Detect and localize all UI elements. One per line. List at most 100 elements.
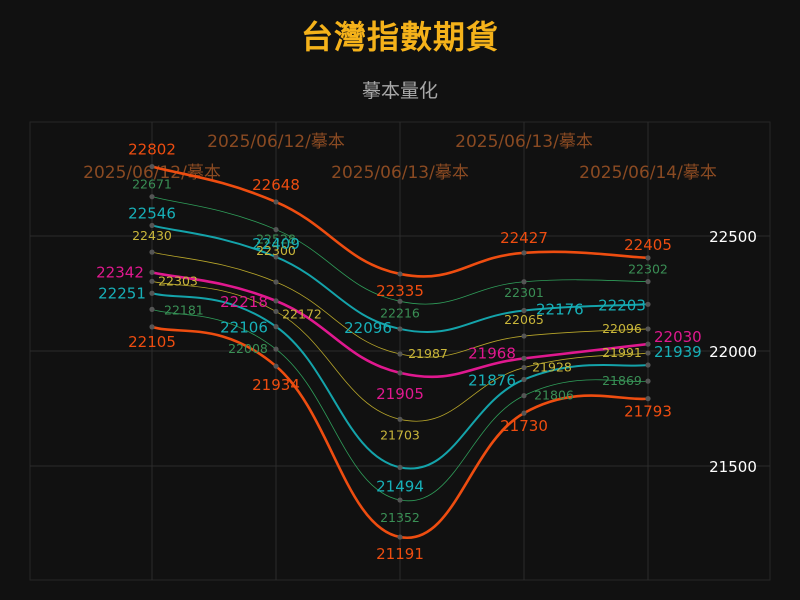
data-point bbox=[397, 351, 403, 357]
y-tick-label: 21500 bbox=[709, 458, 757, 476]
data-point bbox=[397, 416, 403, 422]
data-label: 22546 bbox=[128, 204, 176, 222]
data-label: 22302 bbox=[628, 262, 668, 277]
data-label: 21191 bbox=[376, 545, 424, 563]
data-point bbox=[521, 250, 527, 256]
data-point bbox=[273, 298, 279, 304]
data-point bbox=[273, 308, 279, 315]
data-label: 22203 bbox=[598, 296, 646, 314]
data-point bbox=[149, 163, 155, 170]
data-point bbox=[521, 364, 527, 371]
data-label: 22216 bbox=[380, 305, 420, 320]
data-label: 21494 bbox=[376, 477, 424, 495]
data-point bbox=[521, 376, 527, 383]
data-label: 21869 bbox=[602, 373, 642, 388]
data-point bbox=[645, 362, 651, 368]
data-point bbox=[273, 346, 279, 352]
data-label: 21730 bbox=[500, 417, 548, 435]
data-label: 22008 bbox=[228, 341, 268, 356]
data-label: 21968 bbox=[468, 344, 516, 362]
data-point bbox=[397, 271, 403, 277]
data-label: 22065 bbox=[504, 312, 544, 327]
data-label: 21991 bbox=[602, 345, 642, 360]
data-label: 22427 bbox=[500, 229, 548, 247]
data-label: 21905 bbox=[376, 385, 424, 403]
data-point bbox=[645, 278, 651, 285]
data-point bbox=[521, 410, 527, 416]
data-point bbox=[397, 370, 403, 376]
data-label: 21934 bbox=[252, 376, 300, 394]
data-point bbox=[645, 255, 651, 261]
data-point bbox=[521, 355, 527, 361]
data-label: 22300 bbox=[256, 243, 296, 258]
data-point bbox=[149, 222, 155, 229]
data-label: 22342 bbox=[96, 263, 144, 281]
data-point bbox=[645, 326, 651, 332]
data-label: 22335 bbox=[376, 282, 424, 300]
data-point bbox=[521, 307, 527, 314]
data-point bbox=[645, 341, 651, 347]
y-tick-label: 22500 bbox=[709, 228, 757, 246]
data-label: 22528 bbox=[256, 232, 296, 247]
data-label: 21806 bbox=[534, 388, 574, 403]
data-label: 21703 bbox=[380, 427, 420, 442]
data-point bbox=[273, 279, 279, 285]
data-label: 21987 bbox=[408, 346, 448, 361]
data-point bbox=[273, 226, 279, 233]
data-point bbox=[521, 279, 527, 285]
y-tick-label: 22000 bbox=[709, 343, 757, 361]
data-label: 22301 bbox=[504, 285, 544, 300]
data-label: 21876 bbox=[468, 372, 516, 390]
data-label: 22218 bbox=[220, 293, 268, 311]
x-category-label: 2025/06/13/摹本 bbox=[331, 163, 469, 183]
data-point bbox=[521, 333, 527, 339]
x-category-label: 2025/06/13/摹本 bbox=[455, 132, 593, 152]
data-point bbox=[273, 254, 279, 260]
data-point bbox=[149, 249, 155, 255]
data-label: 21939 bbox=[654, 343, 702, 361]
data-point bbox=[149, 306, 155, 312]
data-label: 22251 bbox=[98, 284, 146, 302]
data-label: 22648 bbox=[252, 176, 300, 194]
data-label: 21352 bbox=[380, 510, 420, 525]
data-label: 22176 bbox=[536, 301, 584, 319]
data-label: 21793 bbox=[624, 403, 672, 421]
data-point bbox=[149, 290, 155, 296]
data-point bbox=[645, 396, 651, 402]
data-label: 22096 bbox=[602, 321, 642, 336]
data-point bbox=[645, 350, 651, 356]
data-label: 22106 bbox=[220, 319, 268, 337]
data-label: 22181 bbox=[164, 302, 204, 317]
data-label: 22303 bbox=[158, 273, 198, 288]
data-label: 22172 bbox=[282, 306, 322, 321]
data-label: 22096 bbox=[344, 319, 392, 337]
data-label: 22105 bbox=[128, 333, 176, 351]
data-point bbox=[645, 301, 651, 307]
x-category-label: 2025/06/14/摹本 bbox=[579, 163, 717, 183]
data-label: 21928 bbox=[532, 360, 572, 375]
data-point bbox=[149, 278, 155, 284]
data-point bbox=[521, 393, 527, 399]
data-point bbox=[273, 199, 279, 205]
data-label: 22409 bbox=[252, 235, 300, 253]
data-label: 22430 bbox=[132, 228, 172, 243]
x-category-label: 2025/06/12/摹本 bbox=[207, 132, 345, 152]
data-label: 22802 bbox=[128, 141, 176, 159]
x-category-label: 2025/06/12/摹本 bbox=[83, 163, 221, 183]
data-point bbox=[149, 269, 155, 275]
data-point bbox=[149, 194, 155, 200]
chart-subtitle: 摹本量化 bbox=[361, 80, 438, 102]
data-point bbox=[273, 324, 279, 330]
data-point bbox=[397, 298, 403, 304]
data-point bbox=[397, 497, 403, 503]
data-label: 22030 bbox=[654, 328, 702, 346]
data-point bbox=[397, 534, 403, 540]
data-point bbox=[149, 324, 155, 330]
chart-title: 台灣指數期貨 bbox=[300, 18, 499, 56]
data-point bbox=[397, 326, 403, 332]
data-label: 22671 bbox=[132, 177, 172, 192]
data-label: 22405 bbox=[624, 236, 672, 254]
data-point bbox=[397, 464, 403, 470]
data-point bbox=[645, 378, 651, 384]
